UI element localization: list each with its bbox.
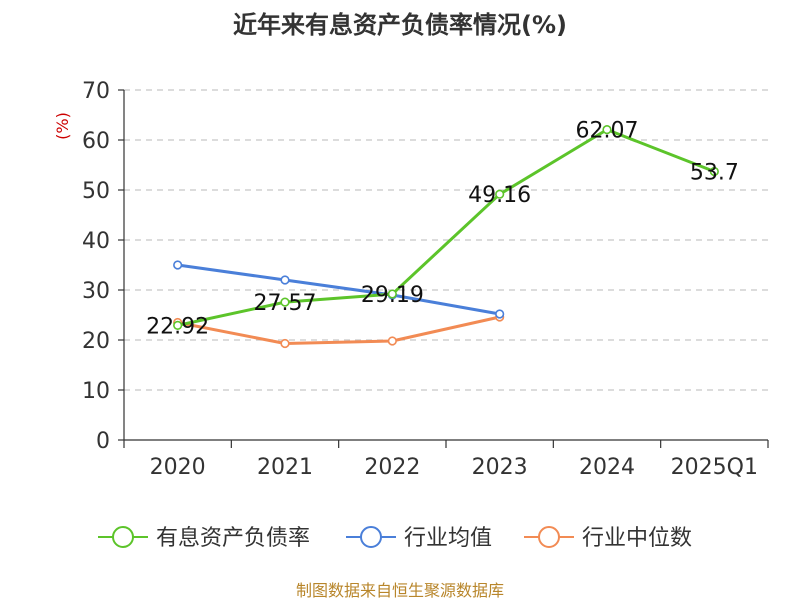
- legend-item[interactable]: 行业中位数: [524, 526, 692, 551]
- legend-label: 行业中位数: [582, 526, 692, 551]
- series-line: [177, 128, 715, 327]
- legend-item[interactable]: 有息资产负债率: [98, 526, 310, 551]
- data-point[interactable]: [495, 189, 505, 199]
- data-point[interactable]: [709, 166, 719, 177]
- data-point[interactable]: [173, 320, 183, 331]
- legend-label: 行业均值: [404, 526, 492, 551]
- y-tick-label: 50: [82, 179, 110, 204]
- y-tick-label: 10: [82, 379, 110, 404]
- legend-marker-icon: [360, 526, 382, 548]
- data-point[interactable]: [387, 289, 397, 299]
- y-tick-label: 40: [82, 229, 110, 254]
- y-tick-label: 0: [96, 429, 110, 454]
- legend-marker-icon: [538, 526, 560, 548]
- chart-title: 近年来有息资产负债率情况(%): [233, 11, 567, 39]
- data-point[interactable]: [280, 297, 290, 307]
- x-tick-label: 2024: [579, 455, 635, 480]
- x-tick-label: 2022: [364, 455, 420, 480]
- data-point[interactable]: [280, 275, 290, 285]
- data-label: 27.57: [254, 291, 317, 316]
- y-tick-label: 20: [82, 329, 110, 354]
- y-tick-label: 70: [82, 79, 110, 104]
- data-label: 62.07: [576, 119, 639, 144]
- data-label: 29.19: [361, 283, 424, 308]
- data-point[interactable]: [495, 309, 505, 319]
- legend-label: 有息资产负债率: [156, 526, 310, 551]
- data-label: 22.92: [146, 314, 209, 339]
- series-line: [177, 263, 500, 316]
- series-lines: [173, 125, 719, 349]
- x-tick-label: 2025Q1: [671, 455, 758, 480]
- data-source-note: 制图数据来自恒生聚源数据库: [296, 581, 504, 600]
- y-axis-unit-label: (%): [53, 112, 72, 140]
- y-tick-label: 30: [82, 279, 110, 304]
- y-tick-label: 60: [82, 129, 110, 154]
- x-tick-label: 2023: [472, 455, 528, 480]
- legend-marker-icon: [112, 526, 134, 548]
- legend-item[interactable]: 行业均值: [346, 526, 492, 551]
- grid-lines: [124, 89, 768, 391]
- legend[interactable]: 有息资产负债率 行业均值 行业中位数: [98, 526, 692, 551]
- axes: 0 10 20 30 40 50 60 70 2020 2021 2022 2023 2024 2025Q…: [82, 79, 769, 480]
- data-point[interactable]: [280, 338, 290, 349]
- data-point[interactable]: [173, 260, 183, 270]
- data-point[interactable]: [602, 125, 612, 135]
- x-tick-label: 2021: [257, 455, 313, 480]
- data-point[interactable]: [387, 336, 397, 346]
- series-line: [177, 315, 500, 345]
- x-tick-label: 2020: [150, 455, 206, 480]
- data-labels: 22.92 27.57 29.19 49.16 62.07 53.7: [146, 119, 739, 340]
- data-label: 53.7: [690, 161, 739, 186]
- data-label: 49.16: [468, 183, 531, 208]
